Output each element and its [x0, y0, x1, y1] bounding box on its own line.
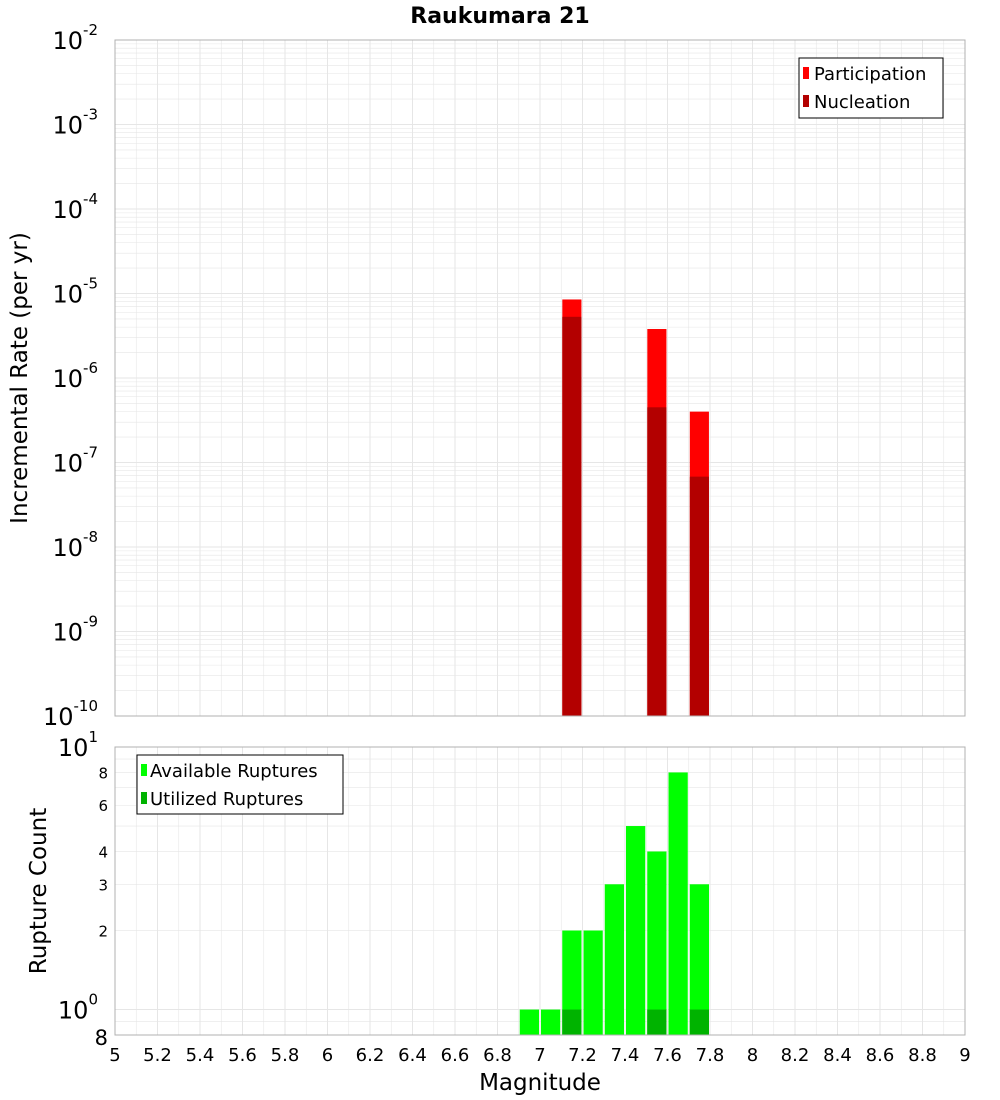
x-tick-label: 5.2	[143, 1045, 172, 1066]
x-axis-label: Magnitude	[479, 1070, 601, 1096]
x-tick-label: 6.4	[398, 1045, 427, 1066]
rate-panel: 10-2 10-3 10-4 10-5 10-6 10-7 10-8 10-9 10-10 In…	[7, 21, 966, 731]
rate-legend: Participation Nucleation	[798, 57, 944, 119]
count-y-tick-label: 100	[58, 991, 98, 1025]
count-y-axis-label: Rupture Count	[26, 808, 52, 974]
rate-y-tick-label: 10-9	[52, 613, 98, 647]
count-y-minor-tick-label: 8	[98, 764, 108, 782]
rate-legend-box	[798, 57, 944, 119]
magnitude-x-ticks: 5 5.2 5.4 5.6 5.8 6 6.2 6.4 6.6 6.8 7 7.2 7.4 7.6 7.8 8…	[109, 1045, 970, 1066]
count-plot-frame	[114, 746, 966, 1036]
x-tick-label: 8.4	[823, 1045, 852, 1066]
count-y-minor-tick-label: 8	[95, 1026, 108, 1050]
participation-legend-label: Participation	[814, 64, 926, 85]
x-tick-label: 6.2	[356, 1045, 385, 1066]
x-tick-label: 8.2	[781, 1045, 810, 1066]
available-ruptures-bar	[626, 826, 646, 1035]
available-legend-label: Available Ruptures	[150, 761, 318, 782]
count-y-minor-tick-label: 3	[98, 876, 108, 894]
rate-y-tick-label: 10-5	[52, 275, 98, 309]
available-ruptures-bar	[604, 884, 624, 1035]
x-tick-label: 6.6	[441, 1045, 470, 1066]
utilized-ruptures-bar	[647, 1009, 667, 1035]
x-tick-label: 7.4	[611, 1045, 640, 1066]
nucleation-bar	[562, 316, 582, 716]
rate-y-tick-label: 10-7	[52, 444, 98, 478]
utilized-legend-swatch	[141, 792, 147, 804]
rate-y-tick-label: 10-6	[52, 359, 98, 393]
utilized-ruptures-bar	[689, 1009, 709, 1035]
rate-y-tick-label: 10-8	[52, 528, 98, 562]
x-tick-label: 9	[959, 1045, 970, 1066]
available-ruptures-bar	[583, 930, 603, 1035]
available-ruptures-bar	[562, 930, 582, 1035]
rate-y-tick-label: 10-2	[52, 21, 98, 55]
available-ruptures-bar	[668, 772, 688, 1035]
count-y-minor-tick-label: 4	[98, 843, 108, 861]
x-tick-label: 5.4	[186, 1045, 215, 1066]
rate-y-axis-label: Incremental Rate (per yr)	[7, 232, 33, 524]
nucleation-bar	[689, 476, 709, 716]
x-tick-label: 7	[534, 1045, 545, 1066]
nucleation-bar	[647, 407, 667, 716]
nucleation-legend-swatch	[803, 95, 809, 107]
rate-y-tick-label: 10-10	[43, 697, 98, 731]
count-y-tick-label: 101	[58, 728, 98, 762]
utilized-legend-label: Utilized Ruptures	[150, 789, 303, 810]
chart-title: Raukumara 21	[410, 4, 589, 29]
rate-grid	[114, 40, 966, 717]
x-tick-label: 5.6	[228, 1045, 257, 1066]
available-ruptures-bar	[541, 1009, 561, 1035]
count-legend: Available Ruptures Utilized Ruptures	[136, 754, 344, 815]
utilized-ruptures-bar	[562, 1009, 582, 1035]
count-y-minor-tick-label: 6	[98, 797, 108, 815]
rate-y-tick-label: 10-4	[52, 190, 98, 224]
x-tick-label: 8	[747, 1045, 758, 1066]
x-tick-label: 7.6	[653, 1045, 682, 1066]
count-bars	[519, 772, 709, 1035]
x-tick-label: 7.2	[568, 1045, 597, 1066]
rate-plot-frame	[114, 39, 966, 717]
available-ruptures-bar	[689, 884, 709, 1035]
rate-y-ticks: 10-2 10-3 10-4 10-5 10-6 10-7 10-8 10-9 10-10	[43, 21, 98, 731]
available-ruptures-bar	[519, 1009, 539, 1035]
available-legend-swatch	[141, 764, 147, 776]
x-tick-label: 8.6	[866, 1045, 895, 1066]
nucleation-legend-label: Nucleation	[814, 92, 910, 113]
x-tick-label: 6.8	[483, 1045, 512, 1066]
x-tick-label: 6	[322, 1045, 333, 1066]
rate-bars	[562, 299, 709, 716]
x-tick-label: 8.8	[908, 1045, 937, 1066]
x-tick-label: 5	[109, 1045, 120, 1066]
count-y-minor-tick-label: 2	[98, 923, 108, 941]
x-tick-label: 5.8	[271, 1045, 300, 1066]
available-ruptures-bar	[647, 851, 667, 1035]
rate-y-tick-label: 10-3	[52, 106, 98, 140]
x-tick-label: 7.8	[696, 1045, 725, 1066]
count-legend-box	[136, 754, 344, 815]
count-grid	[114, 747, 966, 1036]
participation-legend-swatch	[803, 67, 809, 79]
